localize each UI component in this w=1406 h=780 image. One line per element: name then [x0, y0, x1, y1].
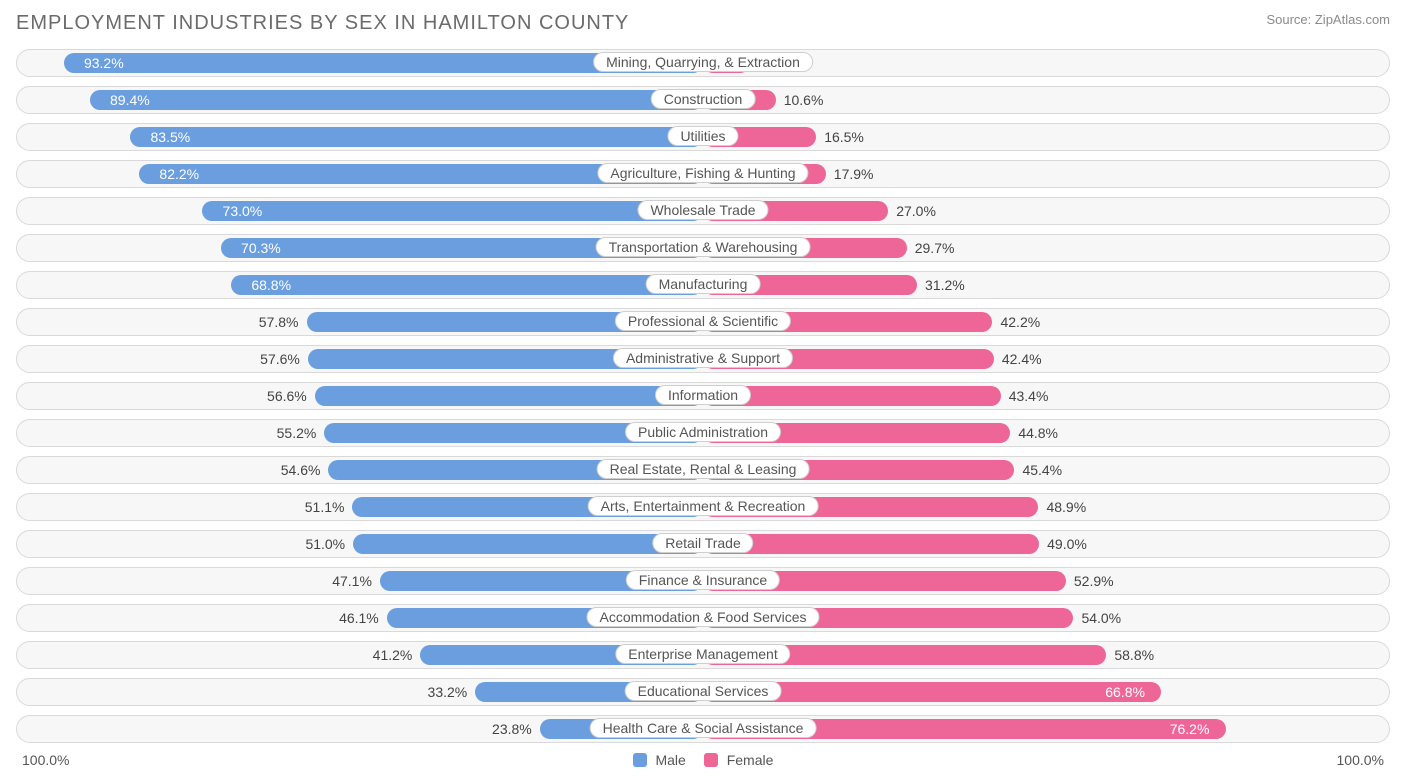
female-pct-label: 17.9% — [834, 161, 874, 187]
male-pct-label: 68.8% — [251, 272, 291, 298]
female-pct-label: 42.4% — [1002, 346, 1042, 372]
male-pct-label: 54.6% — [281, 457, 321, 483]
male-bar — [90, 90, 703, 110]
female-pct-label: 54.0% — [1081, 605, 1121, 631]
male-bar — [130, 127, 703, 147]
category-label: Administrative & Support — [613, 348, 793, 368]
male-pct-label: 56.6% — [267, 383, 307, 409]
male-bar — [202, 201, 703, 221]
category-label: Information — [655, 385, 751, 405]
category-label: Public Administration — [625, 422, 781, 442]
female-pct-label: 27.0% — [896, 198, 936, 224]
category-label: Retail Trade — [652, 533, 753, 553]
chart-row: 68.8% 31.2% Manufacturing — [16, 271, 1390, 299]
chart-row: 51.1% 48.9% Arts, Entertainment & Recreati… — [16, 493, 1390, 521]
category-label: Enterprise Management — [615, 644, 790, 664]
chart-row: 55.2% 44.8% Public Administration — [16, 419, 1390, 447]
chart-row: 73.0% 27.0% Wholesale Trade — [16, 197, 1390, 225]
chart-row: 57.6% 42.4% Administrative & Support — [16, 345, 1390, 373]
male-pct-label: 47.1% — [332, 568, 372, 594]
female-pct-label: 45.4% — [1022, 457, 1062, 483]
diverging-bar-chart: 93.2%6.8%Mining, Quarrying, & Extraction… — [16, 49, 1390, 743]
female-pct-label: 49.0% — [1047, 531, 1087, 557]
chart-row: 51.0% 49.0% Retail Trade — [16, 530, 1390, 558]
female-pct-label: 76.2% — [1170, 716, 1210, 742]
male-pct-label: 93.2% — [84, 50, 124, 76]
legend-female: Female — [704, 752, 774, 768]
female-pct-label: 52.9% — [1074, 568, 1114, 594]
male-bar — [315, 386, 703, 406]
male-pct-label: 57.8% — [259, 309, 299, 335]
chart-row: 33.2% 66.8% Educational Services — [16, 678, 1390, 706]
legend-female-label: Female — [727, 752, 774, 768]
male-pct-label: 33.2% — [428, 679, 468, 705]
chart-header: EMPLOYMENT INDUSTRIES BY SEX IN HAMILTON… — [16, 12, 1390, 35]
male-pct-label: 23.8% — [492, 716, 532, 742]
chart-row: 23.8% 76.2% Health Care & Social Assistanc… — [16, 715, 1390, 743]
chart-row: 83.5% 16.5% Utilities — [16, 123, 1390, 151]
category-label: Manufacturing — [646, 274, 761, 294]
axis-right-label: 100.0% — [1337, 752, 1384, 768]
category-label: Agriculture, Fishing & Hunting — [597, 163, 808, 183]
male-pct-label: 83.5% — [151, 124, 191, 150]
chart-row: 46.1% 54.0% Accommodation & Food Services — [16, 604, 1390, 632]
female-pct-label: 16.5% — [824, 124, 864, 150]
legend-male: Male — [633, 752, 686, 768]
female-pct-label: 44.8% — [1018, 420, 1058, 446]
chart-row: 70.3% 29.7% Transportation & Warehousing — [16, 234, 1390, 262]
male-pct-label: 57.6% — [260, 346, 300, 372]
male-pct-label: 41.2% — [373, 642, 413, 668]
male-pct-label: 73.0% — [223, 198, 263, 224]
chart-row: 89.4% 10.6% Construction — [16, 86, 1390, 114]
category-label: Finance & Insurance — [626, 570, 780, 590]
male-pct-label: 70.3% — [241, 235, 281, 261]
category-label: Mining, Quarrying, & Extraction — [593, 52, 813, 72]
male-pct-label: 82.2% — [159, 161, 199, 187]
female-pct-label: 43.4% — [1009, 383, 1049, 409]
female-pct-label: 48.9% — [1046, 494, 1086, 520]
chart-row: 56.6% 43.4% Information — [16, 382, 1390, 410]
female-pct-label: 58.8% — [1114, 642, 1154, 668]
female-pct-label: 31.2% — [925, 272, 965, 298]
category-label: Arts, Entertainment & Recreation — [588, 496, 819, 516]
chart-row: 54.6% 45.4% Real Estate, Rental & Leasing — [16, 456, 1390, 484]
category-label: Health Care & Social Assistance — [590, 718, 817, 738]
chart-row: 47.1% 52.9% Finance & Insurance — [16, 567, 1390, 595]
category-label: Accommodation & Food Services — [587, 607, 820, 627]
male-pct-label: 51.1% — [305, 494, 345, 520]
chart-row: 82.2% 17.9% Agriculture, Fishing & Hunting — [16, 160, 1390, 188]
chart-row: 57.8% 42.2% Professional & Scientific — [16, 308, 1390, 336]
category-label: Wholesale Trade — [637, 200, 768, 220]
female-pct-label: 29.7% — [915, 235, 955, 261]
male-pct-label: 51.0% — [305, 531, 345, 557]
category-label: Transportation & Warehousing — [596, 237, 811, 257]
category-label: Educational Services — [625, 681, 782, 701]
male-bar — [353, 534, 703, 554]
category-label: Professional & Scientific — [615, 311, 791, 331]
category-label: Construction — [651, 89, 756, 109]
female-bar — [703, 534, 1039, 554]
chart-legend: Male Female — [633, 752, 774, 768]
chart-row: 93.2%6.8%Mining, Quarrying, & Extraction — [16, 49, 1390, 77]
female-pct-label: 10.6% — [784, 87, 824, 113]
legend-male-label: Male — [655, 752, 685, 768]
axis-left-label: 100.0% — [22, 752, 69, 768]
chart-source: Source: ZipAtlas.com — [1266, 12, 1390, 27]
category-label: Utilities — [667, 126, 738, 146]
male-pct-label: 46.1% — [339, 605, 379, 631]
legend-male-swatch — [633, 753, 647, 767]
chart-footer: 100.0% Male Female 100.0% — [16, 752, 1390, 768]
male-pct-label: 55.2% — [277, 420, 317, 446]
male-pct-label: 89.4% — [110, 87, 150, 113]
male-bar — [231, 275, 703, 295]
chart-row: 41.2% 58.8% Enterprise Management — [16, 641, 1390, 669]
legend-female-swatch — [704, 753, 718, 767]
female-pct-label: 66.8% — [1105, 679, 1145, 705]
chart-title: EMPLOYMENT INDUSTRIES BY SEX IN HAMILTON… — [16, 12, 629, 35]
category-label: Real Estate, Rental & Leasing — [597, 459, 810, 479]
female-pct-label: 42.2% — [1000, 309, 1040, 335]
